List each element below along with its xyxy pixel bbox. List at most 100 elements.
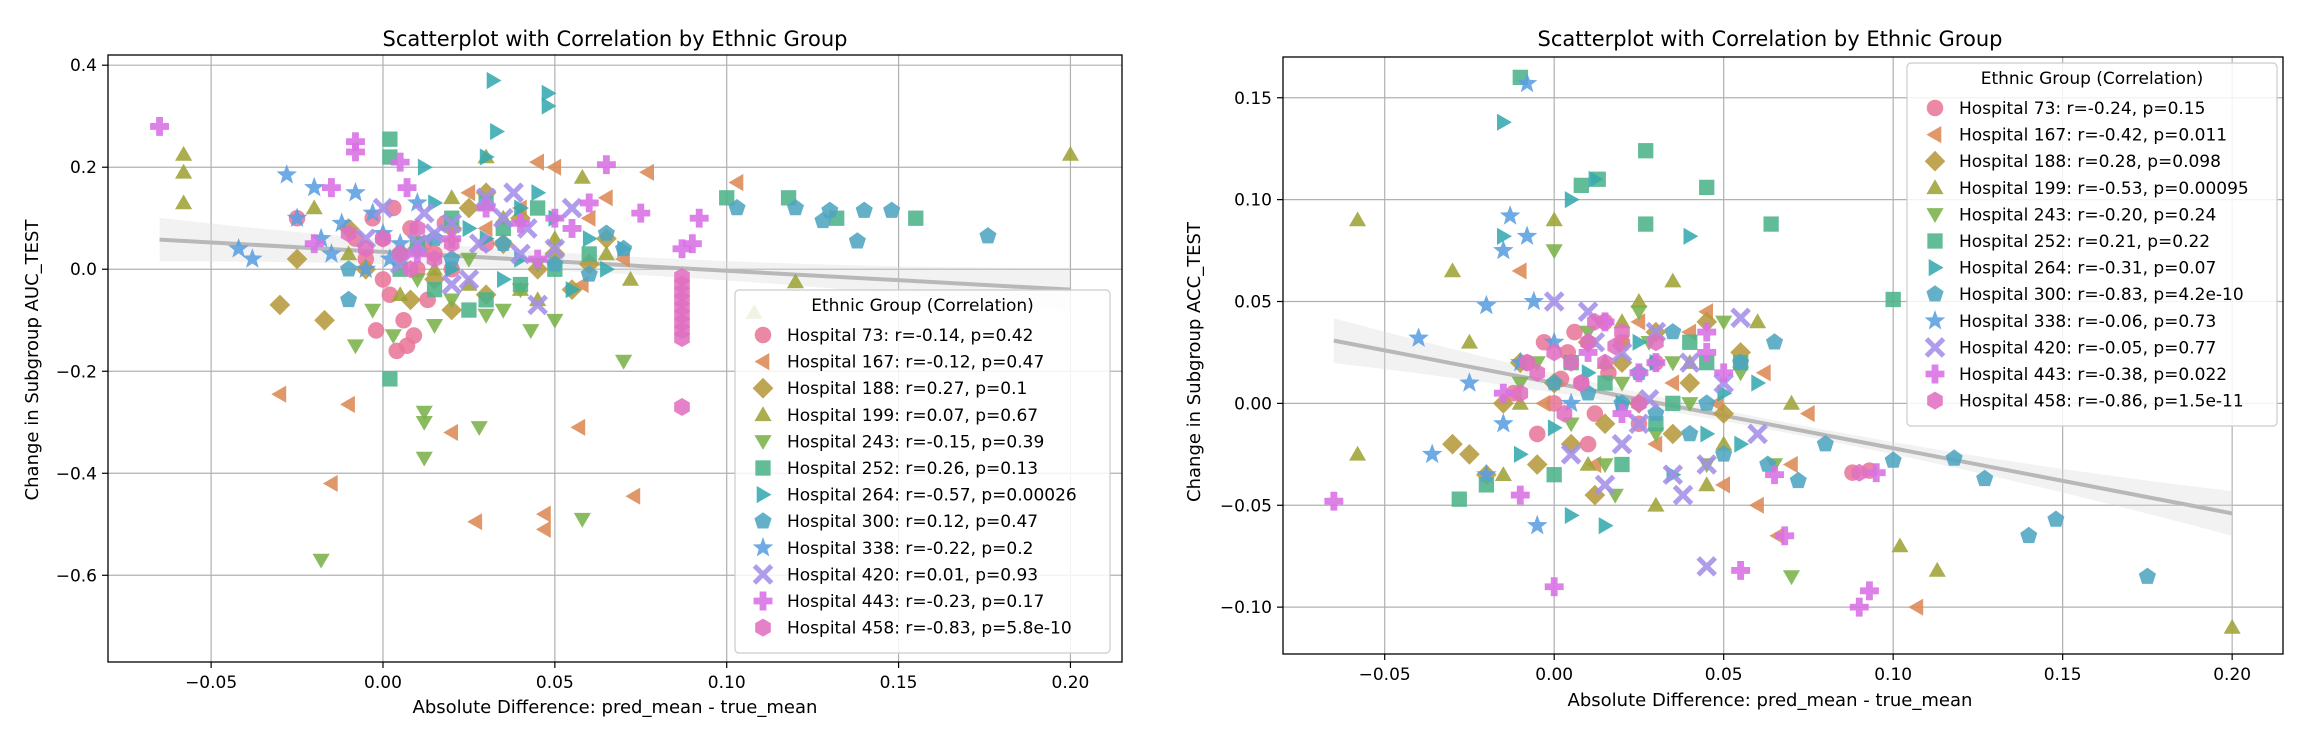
data-point xyxy=(1573,177,1589,194)
data-point xyxy=(1535,394,1551,412)
data-point xyxy=(546,313,564,329)
data-point xyxy=(1631,394,1647,413)
data-point xyxy=(358,239,374,258)
data-point xyxy=(286,248,308,270)
data-point xyxy=(625,487,641,505)
data-point xyxy=(1523,290,1545,311)
legend-marker xyxy=(754,435,772,450)
data-point xyxy=(639,163,654,181)
x-tick-label: 0.20 xyxy=(1052,673,1090,693)
x-tick-label: −0.05 xyxy=(185,673,237,693)
data-point xyxy=(2047,510,2065,527)
data-point xyxy=(1664,272,1682,288)
data-point xyxy=(1664,323,1682,340)
data-point xyxy=(1597,375,1613,391)
legend-label: Hospital 300: r=0.12, p=0.47 xyxy=(787,512,1038,532)
data-point xyxy=(150,116,170,136)
data-point xyxy=(470,421,488,436)
legend-marker xyxy=(1924,337,1946,358)
data-point xyxy=(367,322,385,339)
data-point xyxy=(276,164,297,184)
legend-marker xyxy=(1926,179,1944,195)
data-point xyxy=(1511,376,1529,392)
data-point xyxy=(728,199,746,216)
data-point xyxy=(1698,476,1716,492)
legend-entry: Hospital 420: r=0.01, p=0.93 xyxy=(752,564,1038,585)
legend-entry: Hospital 443: r=-0.23, p=0.17 xyxy=(753,591,1044,612)
data-point xyxy=(494,234,512,251)
data-point xyxy=(1493,393,1514,414)
data-point xyxy=(490,122,505,141)
data-point xyxy=(536,520,551,538)
legend-label: Hospital 420: r=-0.05, p=0.77 xyxy=(1959,338,2216,358)
data-point xyxy=(1493,239,1514,260)
data-point xyxy=(1546,343,1562,362)
chart-title: Scatterplot with Correlation by Ethnic G… xyxy=(1538,27,2003,51)
data-point xyxy=(1730,307,1751,329)
legend-label: Hospital 243: r=-0.15, p=0.39 xyxy=(787,432,1044,452)
data-point xyxy=(1696,454,1718,475)
y-tick-label: −0.6 xyxy=(56,566,97,586)
data-point xyxy=(615,354,633,370)
data-point xyxy=(374,271,392,288)
data-point xyxy=(1732,353,1750,370)
data-point xyxy=(417,158,433,176)
series-points xyxy=(382,131,924,387)
data-point xyxy=(1511,262,1527,280)
data-point xyxy=(1613,394,1631,411)
data-point xyxy=(1580,333,1596,352)
data-point xyxy=(426,281,443,298)
data-point xyxy=(1662,464,1684,485)
data-point xyxy=(528,249,548,269)
x-tick-label: 0.05 xyxy=(1705,665,1743,685)
data-point xyxy=(580,209,596,227)
legend-entry: Hospital 167: r=-0.42, p=0.011 xyxy=(1926,126,2227,146)
data-point xyxy=(1560,444,1582,465)
data-point xyxy=(1408,327,1429,347)
y-tick-label: 0.15 xyxy=(1234,89,1272,109)
legend-entry: Hospital 188: r=0.28, p=0.098 xyxy=(1924,150,2221,172)
data-point xyxy=(1578,342,1598,362)
data-point xyxy=(536,505,551,523)
data-point xyxy=(530,200,546,216)
data-point xyxy=(1851,463,1868,482)
series-points xyxy=(1512,312,1868,482)
data-point xyxy=(340,224,357,243)
series-points xyxy=(340,219,690,416)
legend-marker xyxy=(1926,208,1944,223)
data-point xyxy=(1493,413,1514,433)
legend-marker xyxy=(1924,150,1946,172)
data-point xyxy=(573,168,591,184)
data-point xyxy=(1734,435,1750,453)
x-tick-label: 0.15 xyxy=(2044,665,2082,685)
legend-label: Hospital 73: r=-0.14, p=0.42 xyxy=(787,326,1033,346)
data-point xyxy=(1494,466,1512,481)
data-point xyxy=(597,245,615,261)
data-point xyxy=(321,178,341,198)
data-point xyxy=(1799,405,1815,423)
data-point xyxy=(1512,384,1529,403)
data-point xyxy=(441,274,463,295)
data-point xyxy=(312,553,330,569)
data-point xyxy=(1665,395,1681,412)
legend-marker xyxy=(1925,364,1945,384)
data-point xyxy=(1594,474,1616,496)
data-point xyxy=(314,309,335,331)
ticks: −0.05 0.00 0.05 0.10 0.15 0.20 −0.10 −0.05 0.00 0… xyxy=(1220,89,2251,685)
data-point xyxy=(1632,333,1648,351)
legend-marker xyxy=(1924,310,1946,330)
data-point xyxy=(492,207,514,229)
data-point xyxy=(2020,526,2038,544)
data-point xyxy=(271,385,287,403)
data-point xyxy=(1859,581,1879,601)
data-point xyxy=(1681,424,1699,442)
data-point xyxy=(1586,405,1604,422)
data-point xyxy=(345,181,366,202)
data-point xyxy=(1682,334,1698,350)
data-point xyxy=(1715,476,1730,494)
data-point xyxy=(1061,145,1079,161)
right-scatter-chart: Scatterplot with Correlation by Ethnic G… xyxy=(1184,27,2284,711)
legend-entry: Hospital 300: r=0.12, p=0.47 xyxy=(754,512,1038,532)
data-point xyxy=(426,229,444,246)
data-point xyxy=(379,248,401,268)
